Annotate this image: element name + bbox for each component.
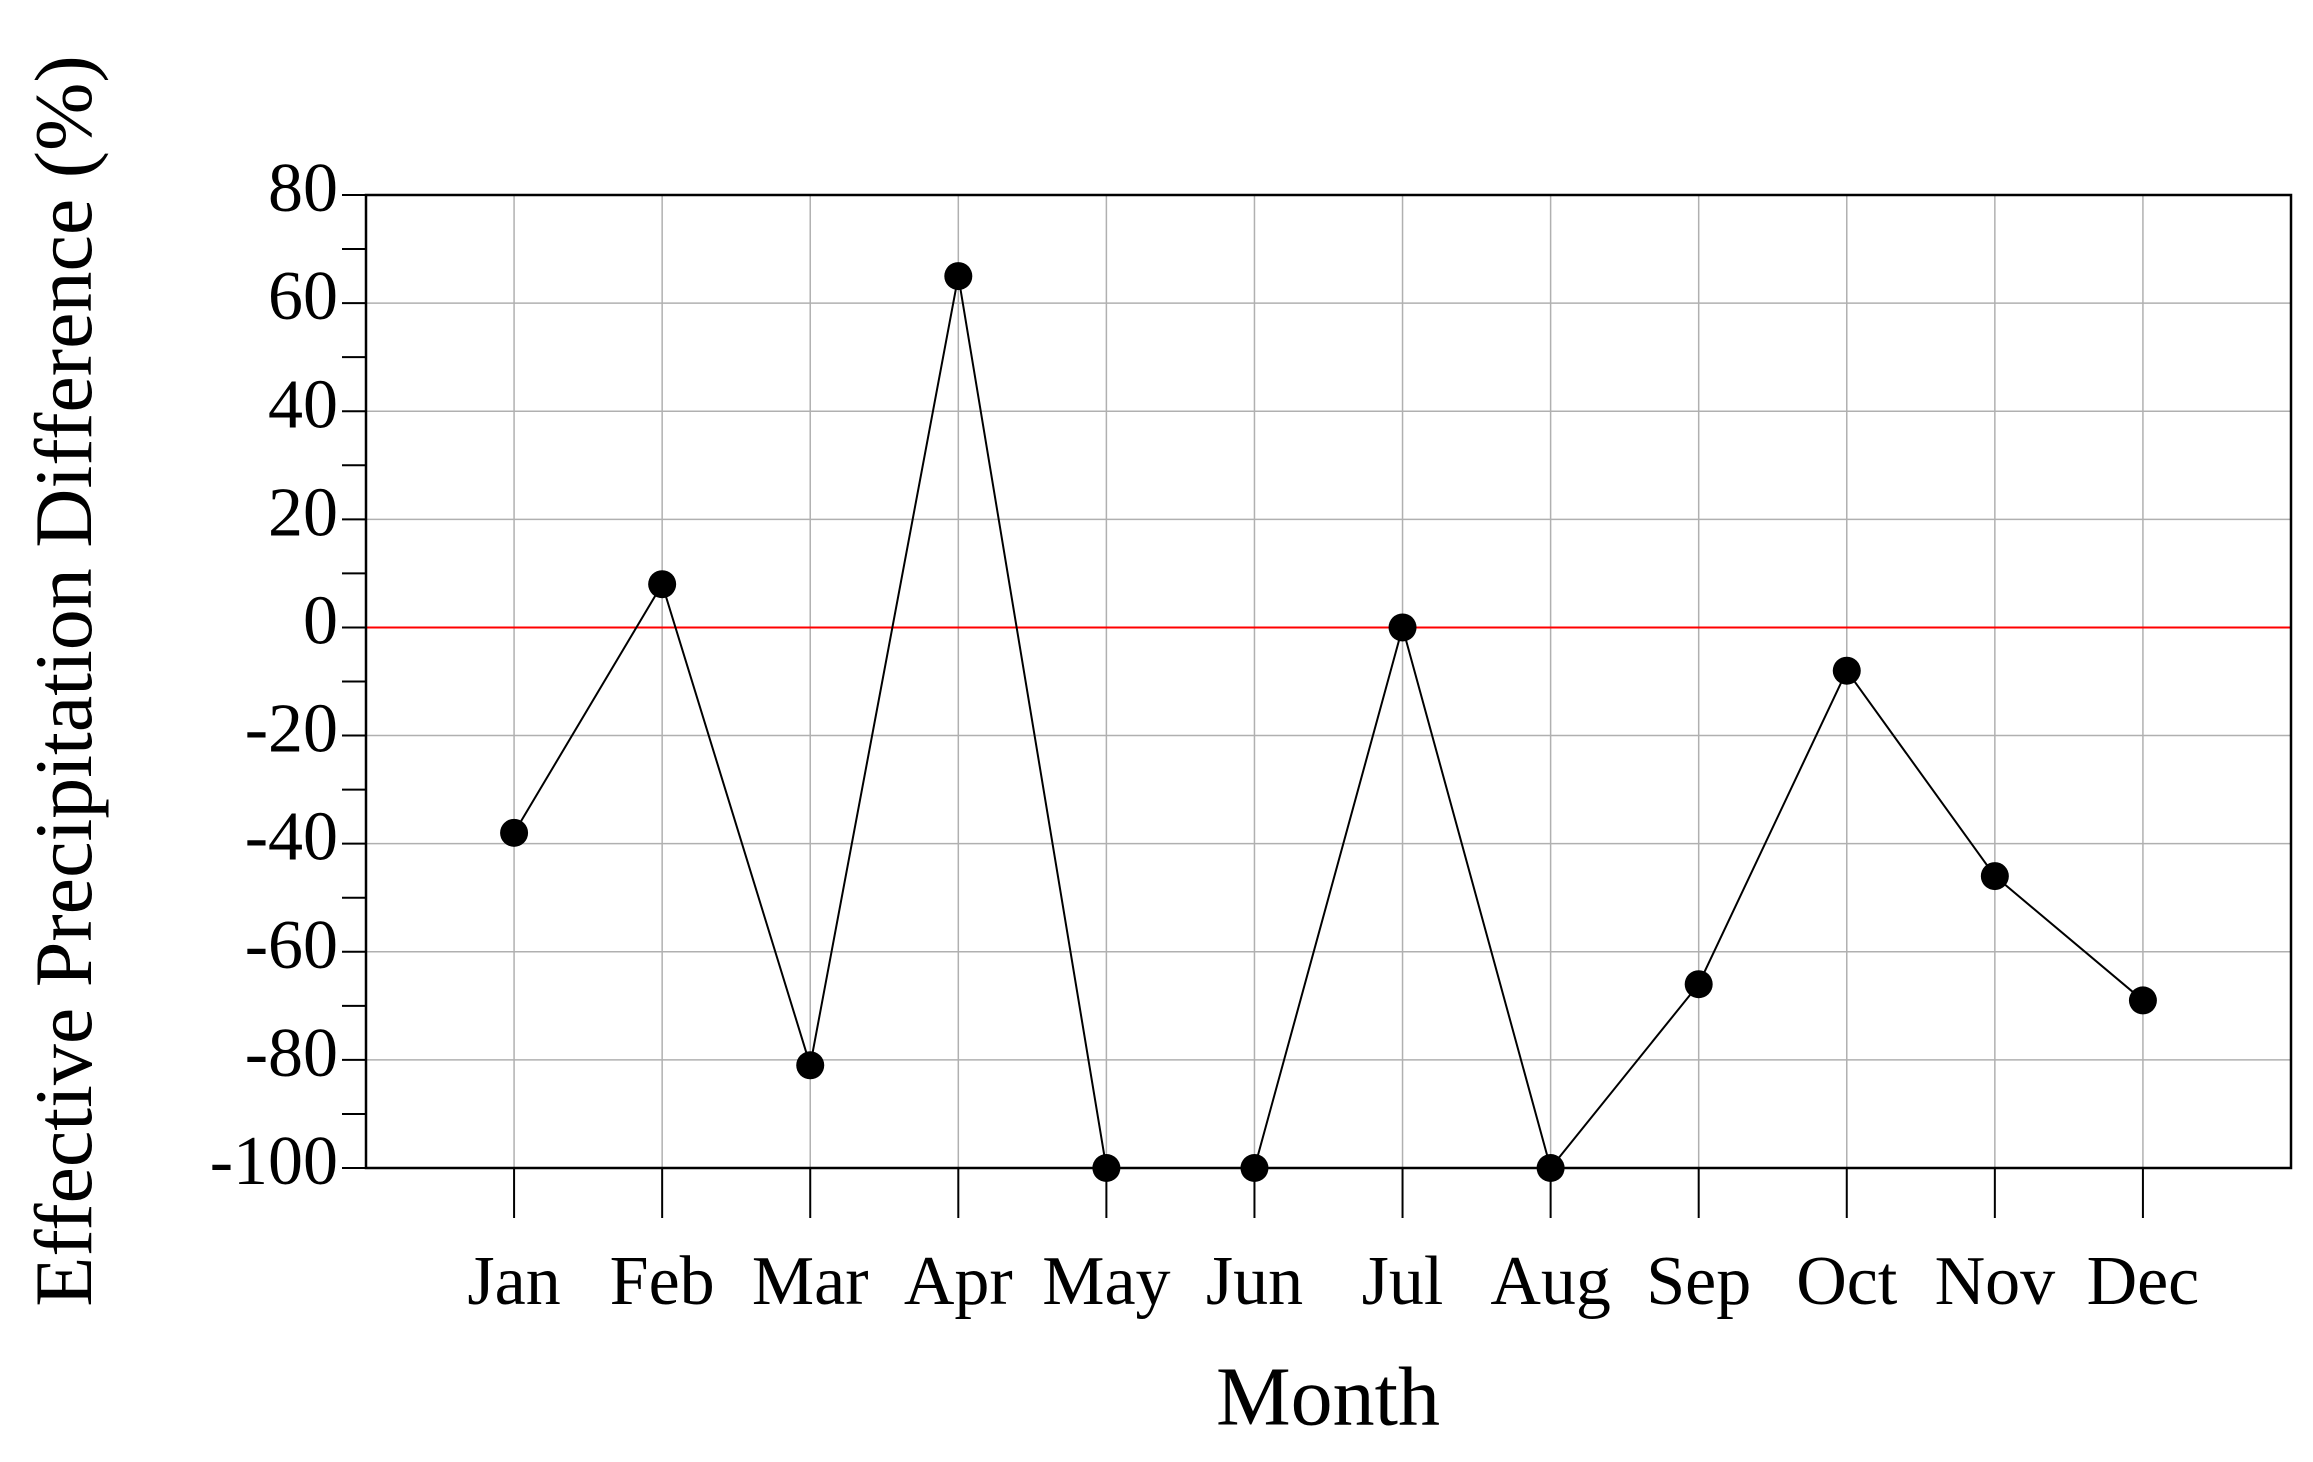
x-tick-label: May (1042, 1243, 1170, 1320)
data-point (1536, 1154, 1565, 1182)
data-point (1092, 1154, 1121, 1182)
y-tick-label: 80 (268, 150, 338, 227)
x-tick-label: Jul (1362, 1243, 1444, 1320)
data-point (944, 262, 973, 291)
y-tick-label: -40 (245, 799, 338, 876)
data-point (1980, 862, 2009, 891)
data-point (500, 818, 529, 847)
y-tick-label: 60 (268, 258, 338, 335)
y-tick-label: -20 (245, 691, 338, 768)
x-tick-label: Dec (2087, 1243, 2200, 1320)
y-tick-label: -100 (210, 1123, 338, 1200)
x-tick-label: Aug (1490, 1243, 1611, 1320)
x-axis-label: Month (1216, 1350, 1440, 1443)
data-point (648, 570, 677, 599)
data-point (2128, 986, 2157, 1015)
plot-frame (364, 193, 2293, 1170)
x-tick-label: Nov (1935, 1243, 2056, 1320)
x-tick-label: Jan (467, 1243, 560, 1320)
x-tick-label: Apr (904, 1243, 1013, 1320)
y-axis-label: Effective Precipitation Difference (%) (18, 55, 109, 1306)
y-tick-label: 20 (268, 474, 338, 551)
y-tick-label: 0 (303, 583, 338, 660)
data-point (1388, 613, 1417, 642)
x-tick-label: Mar (752, 1243, 869, 1320)
data-point (1240, 1154, 1269, 1182)
y-tick-label: -80 (245, 1015, 338, 1092)
data-point (796, 1051, 825, 1080)
x-tick-label: Feb (610, 1243, 715, 1320)
data-line (513, 275, 2144, 1171)
x-tick-label: Jun (1206, 1243, 1303, 1320)
x-tick-label: Oct (1796, 1243, 1898, 1320)
y-tick-label: -60 (245, 907, 338, 984)
data-point (1832, 656, 1861, 685)
data-point (1684, 970, 1713, 999)
y-tick-label: 40 (268, 366, 338, 443)
x-tick-label: Sep (1646, 1243, 1751, 1320)
